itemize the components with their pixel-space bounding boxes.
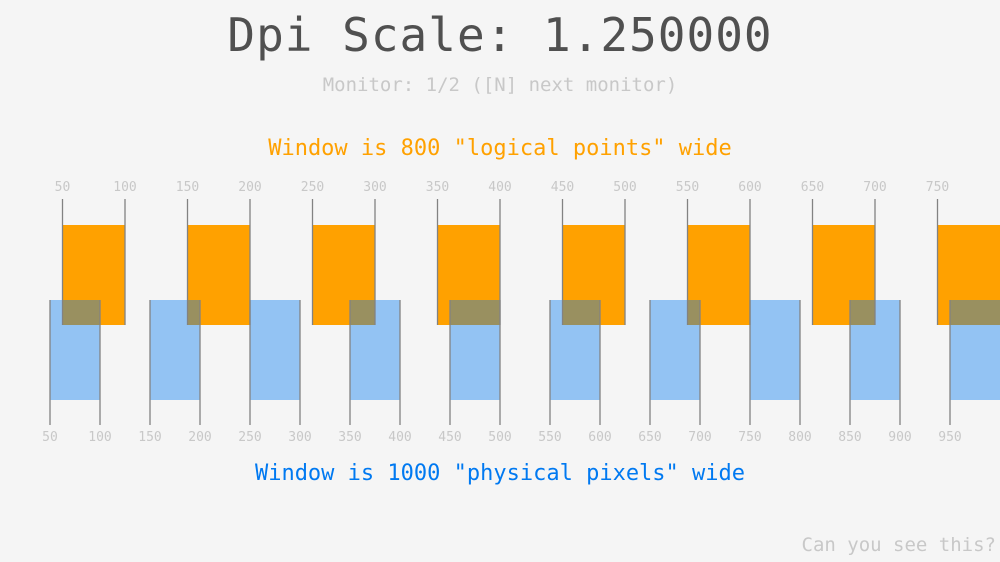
physical-tick-label: 800	[788, 430, 811, 445]
physical-tick-label: 200	[188, 430, 211, 445]
physical-block	[750, 300, 800, 400]
monitor-info: Monitor: 1/2 ([N] next monitor)	[322, 74, 678, 96]
physical-block	[550, 300, 600, 400]
logical-tick-label: 400	[488, 180, 511, 195]
physical-tick-label: 700	[688, 430, 711, 445]
physical-tick-label: 400	[388, 430, 411, 445]
physical-tick-label: 250	[238, 430, 261, 445]
logical-block	[937, 225, 1000, 325]
logical-tick-label: 250	[301, 180, 324, 195]
physical-tick-label: 850	[838, 430, 861, 445]
logical-width-label: Window is 800 "logical points" wide	[268, 136, 732, 161]
logical-tick-label: 150	[176, 180, 199, 195]
logical-tick-label: 500	[613, 180, 636, 195]
logical-tick-label: 700	[863, 180, 886, 195]
logical-tick-label: 100	[113, 180, 136, 195]
physical-width-label: Window is 1000 "physical pixels" wide	[254, 461, 746, 486]
physical-tick-label: 100	[88, 430, 111, 445]
logical-block	[437, 225, 500, 325]
logical-block	[687, 225, 750, 325]
dpi-scale-title: Dpi Scale: 1.250000	[227, 8, 773, 62]
logical-block	[562, 225, 625, 325]
logical-block	[62, 225, 125, 325]
physical-block	[150, 300, 200, 400]
logical-tick-label: 450	[551, 180, 574, 195]
logical-tick-label: 300	[363, 180, 386, 195]
logical-tick-label: 50	[55, 180, 71, 195]
physical-tick-label: 950	[938, 430, 961, 445]
physical-tick-label: 150	[138, 430, 161, 445]
physical-tick-label: 500	[488, 430, 511, 445]
logical-block	[312, 225, 375, 325]
logical-block	[812, 225, 875, 325]
logical-tick-label: 200	[238, 180, 261, 195]
logical-tick-label: 550	[676, 180, 699, 195]
logical-block	[187, 225, 250, 325]
physical-tick-label: 450	[438, 430, 461, 445]
physical-block	[50, 300, 100, 400]
physical-tick-label: 50	[42, 430, 58, 445]
physical-tick-label: 300	[288, 430, 311, 445]
physical-tick-label: 550	[538, 430, 561, 445]
physical-tick-label: 900	[888, 430, 911, 445]
logical-tick-label: 350	[426, 180, 449, 195]
physical-tick-label: 350	[338, 430, 361, 445]
physical-block	[450, 300, 500, 400]
physical-tick-label: 750	[738, 430, 761, 445]
physical-block	[250, 300, 300, 400]
logical-tick-label: 750	[926, 180, 949, 195]
corner-test-text: Can you see this?	[801, 534, 996, 556]
logical-tick-label: 650	[801, 180, 824, 195]
logical-tick-label: 600	[738, 180, 761, 195]
physical-block	[650, 300, 700, 400]
physical-block	[950, 300, 1000, 400]
physical-tick-label: 650	[638, 430, 661, 445]
physical-tick-label: 600	[588, 430, 611, 445]
